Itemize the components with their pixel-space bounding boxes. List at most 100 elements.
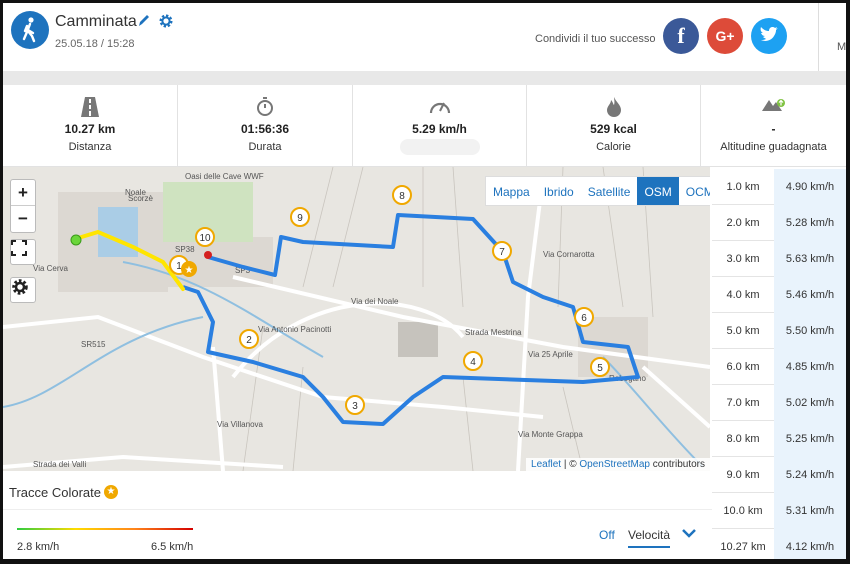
route-map[interactable]: Noale Scorzè Oasi delle Cave WWF Robegan… xyxy=(3,167,710,471)
end-point[interactable] xyxy=(204,251,212,259)
share-label: Condividi il tuo successo xyxy=(535,33,656,45)
gear-icon[interactable] xyxy=(158,13,174,34)
stat-value: 01:56:36 xyxy=(240,122,290,136)
star-marker-icon[interactable]: ★ xyxy=(181,261,197,277)
fullscreen-button[interactable] xyxy=(10,239,36,265)
google-plus-share-button[interactable]: G+ xyxy=(707,18,743,54)
map-label: Via Villanova xyxy=(217,420,264,429)
map-settings-button[interactable] xyxy=(10,277,36,303)
table-row: 10.27 km 4.12 km/h xyxy=(712,529,846,559)
split-speed: 5.63 km/h xyxy=(774,241,846,277)
speedometer-icon xyxy=(353,97,526,117)
facebook-share-button[interactable]: f xyxy=(663,18,699,54)
stat-value: 10.27 km xyxy=(64,122,116,136)
map-label: Oasi delle Cave WWF xyxy=(185,172,264,181)
activity-datetime: 25.05.18 / 15:28 xyxy=(55,38,135,50)
layer-mappa-button[interactable]: Mappa xyxy=(493,185,530,199)
stat-label: Altitudine guadagnata xyxy=(720,141,827,153)
attribution-separator: | © xyxy=(561,459,580,470)
map-label: Via 25 Aprile xyxy=(528,350,573,359)
layer-ocm-button[interactable]: OCM xyxy=(685,185,710,199)
map-tiles: Noale Scorzè Oasi delle Cave WWF Robegan… xyxy=(3,167,710,471)
speed-gradient-bar xyxy=(17,528,193,530)
activity-header: Camminata 25.05.18 / 15:28 Condividi il … xyxy=(3,3,846,71)
stat-speed: 5.29 km/h xyxy=(353,85,527,167)
stats-bar: 10.27 km Distanza 01:56:36 Durata 5.29 k… xyxy=(3,85,846,167)
svg-text:★: ★ xyxy=(185,265,194,276)
gear-icon xyxy=(12,279,28,295)
split-km: 1.0 km xyxy=(726,181,760,193)
leaflet-link[interactable]: Leaflet xyxy=(531,459,562,470)
map-label: Via Cornarotta xyxy=(543,250,595,259)
layer-ibrido-button[interactable]: Ibrido xyxy=(543,185,574,199)
map-label: Via Antonio Pacinotti xyxy=(258,325,331,334)
flame-icon xyxy=(527,97,700,117)
map-label: Via Monte Grappa xyxy=(518,430,583,439)
split-km: 9.0 km xyxy=(726,469,760,481)
split-km: 10.27 km xyxy=(720,541,766,553)
km-marker-7[interactable]: 7 xyxy=(492,241,512,261)
panel-divider xyxy=(3,509,712,510)
map-label: Scorzè xyxy=(128,194,153,203)
map-label: SP38 xyxy=(175,245,195,254)
km-marker-10[interactable]: 10 xyxy=(195,227,215,247)
stopwatch-icon xyxy=(178,97,352,117)
elevation-icon xyxy=(701,97,846,117)
start-point[interactable] xyxy=(70,234,82,246)
km-marker-5[interactable]: 5 xyxy=(590,357,610,377)
stat-duration: 01:56:36 Durata xyxy=(178,85,353,167)
track-mode-speed-option[interactable]: Velocità xyxy=(628,528,671,548)
blurred-label xyxy=(399,139,480,155)
km-split-table: 1.0 km 4.90 km/h 2.0 km 5.28 km/h 3.0 km 5.… xyxy=(712,167,846,559)
stat-calories: 529 kcal Calorie xyxy=(527,85,701,167)
stat-label: Calorie xyxy=(596,141,631,153)
svg-text:1: 1 xyxy=(176,261,182,272)
zoom-out-button[interactable]: − xyxy=(18,209,28,228)
layer-satellite-button[interactable]: Satellite xyxy=(587,185,631,199)
km-marker-6[interactable]: 6 xyxy=(574,307,594,327)
split-speed: 4.90 km/h xyxy=(774,169,846,205)
colored-tracks-panel: Tracce Colorate ★ 2.8 km/h 6.5 km/h Off … xyxy=(3,471,712,559)
table-row: 10.0 km 5.31 km/h xyxy=(712,493,846,529)
km-marker-4[interactable]: 4 xyxy=(463,351,483,371)
activity-title: Camminata xyxy=(55,13,137,30)
road-icon xyxy=(3,97,177,117)
split-speed: 5.02 km/h xyxy=(774,385,846,421)
km-marker-2[interactable]: 2 xyxy=(239,329,259,349)
gradient-min-label: 2.8 km/h xyxy=(17,541,60,553)
layer-osm-button[interactable]: OSM xyxy=(637,177,679,205)
zoom-control: + − xyxy=(10,179,36,233)
split-speed: 5.46 km/h xyxy=(774,277,846,313)
gradient-max-label: 6.5 km/h xyxy=(151,541,194,553)
pencil-icon[interactable] xyxy=(137,13,151,34)
split-speed: 5.28 km/h xyxy=(774,205,846,241)
fullscreen-icon xyxy=(11,240,27,256)
km-marker-3[interactable]: 3 xyxy=(345,395,365,415)
split-km: 7.0 km xyxy=(726,397,760,409)
km-marker-8[interactable]: 8 xyxy=(392,185,412,205)
zoom-in-button[interactable]: + xyxy=(11,180,35,206)
table-row: 2.0 km 5.28 km/h xyxy=(712,205,846,241)
map-label: SP3 xyxy=(235,266,251,275)
stat-label: Distanza xyxy=(68,141,112,153)
header-divider xyxy=(818,3,819,71)
map-label: SR515 xyxy=(81,340,106,349)
colored-tracks-title: Tracce Colorate xyxy=(9,485,101,500)
chevron-down-icon[interactable] xyxy=(681,526,697,544)
table-row: 9.0 km 5.24 km/h xyxy=(712,457,846,493)
route-path xyxy=(182,213,640,426)
track-mode-off-option[interactable]: Off xyxy=(599,528,615,542)
table-row: 5.0 km 5.50 km/h xyxy=(712,313,846,349)
svg-text:8: 8 xyxy=(399,191,405,202)
km-marker-9[interactable]: 9 xyxy=(290,207,310,227)
osm-link[interactable]: OpenStreetMap xyxy=(579,459,650,470)
table-row: 6.0 km 4.85 km/h xyxy=(712,349,846,385)
attribution-suffix: contributors xyxy=(649,459,705,470)
table-row: 8.0 km 5.25 km/h xyxy=(712,421,846,457)
twitter-share-button[interactable] xyxy=(751,18,787,54)
map-label: Via Cerva xyxy=(33,264,69,273)
table-row: 7.0 km 5.02 km/h xyxy=(712,385,846,421)
split-speed: 5.24 km/h xyxy=(774,457,846,493)
map-label: Strada dei Valli xyxy=(33,460,86,469)
